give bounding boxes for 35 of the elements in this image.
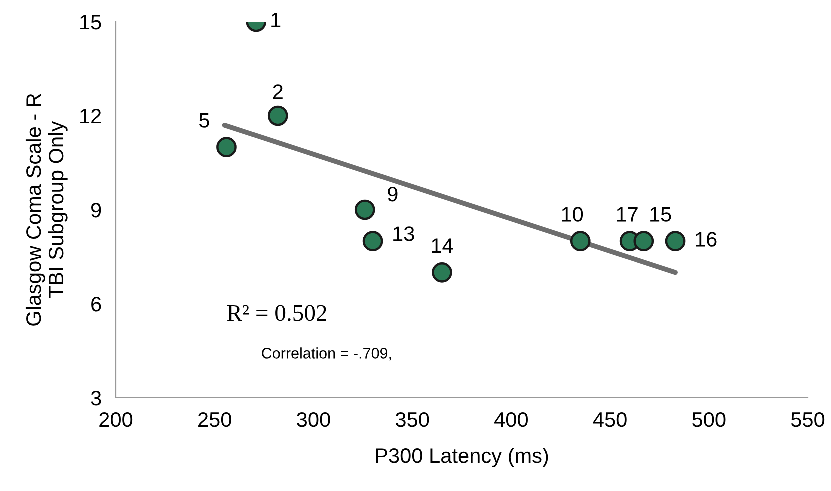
annotation: Correlation = -.709,: [262, 348, 392, 361]
point: [634, 231, 654, 252]
x-axis-title: P300 Latency (ms): [376, 448, 548, 468]
x-tick-label: 550: [791, 412, 825, 428]
annotation: R² = 0.502: [227, 305, 326, 322]
x-tick-label: 350: [396, 412, 430, 428]
x-tick-label: 400: [494, 412, 528, 428]
annotation: 9: [388, 186, 398, 202]
point: [665, 231, 686, 252]
point: [362, 231, 384, 252]
annotation: 10: [562, 207, 584, 222]
annotation: 14: [432, 238, 454, 254]
point: [268, 106, 288, 126]
annotation: 17: [617, 207, 638, 222]
x-tick-label: 300: [297, 412, 330, 428]
x-tick-label: 250: [198, 412, 232, 428]
y-tick-label: 6: [92, 297, 102, 312]
annotation: 1: [272, 13, 281, 28]
y-tick-label: 3: [91, 391, 102, 406]
point: [354, 200, 376, 220]
annotation: 13: [394, 226, 414, 242]
point: [216, 137, 237, 158]
point: [570, 231, 591, 252]
annotation: 15: [650, 207, 672, 222]
y-tick-label: 12: [80, 109, 102, 124]
y-tick-label: 9: [92, 203, 102, 218]
x-tick-label: 450: [593, 412, 627, 428]
point: [432, 262, 452, 283]
annotation: 2: [273, 84, 283, 100]
x-tick-label: 200: [100, 412, 133, 428]
y-axis-title: Glasgow Coma Scale - R TBI Subgroup Only: [26, 94, 68, 326]
annotation: 16: [696, 232, 717, 247]
x-tick-label: 500: [692, 412, 726, 428]
annotation: 5: [200, 113, 210, 128]
y-tick-label: 15: [80, 15, 102, 30]
